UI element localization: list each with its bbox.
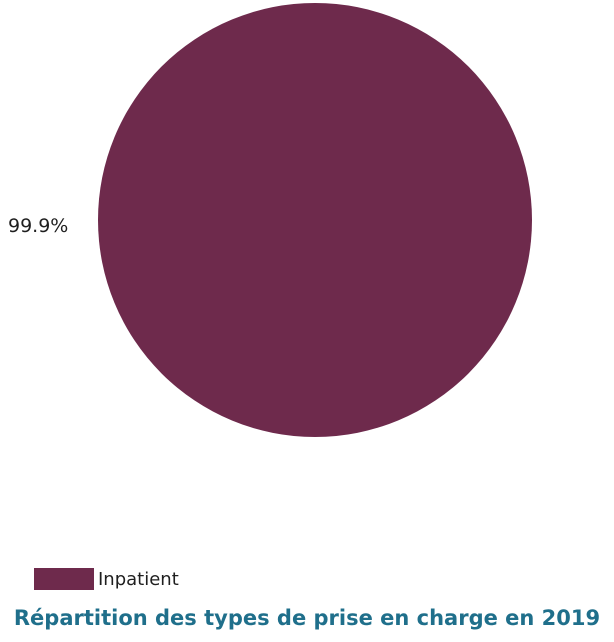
legend-swatch-inpatient <box>34 568 94 590</box>
data-label-inpatient: 99.9% <box>8 215 69 237</box>
legend: Inpatient <box>34 568 179 590</box>
pie-chart <box>98 3 532 437</box>
legend-label-inpatient: Inpatient <box>98 568 179 590</box>
pie-slice-inpatient <box>98 3 532 437</box>
chart-caption: Répartition des types de prise en charge… <box>13 606 601 630</box>
